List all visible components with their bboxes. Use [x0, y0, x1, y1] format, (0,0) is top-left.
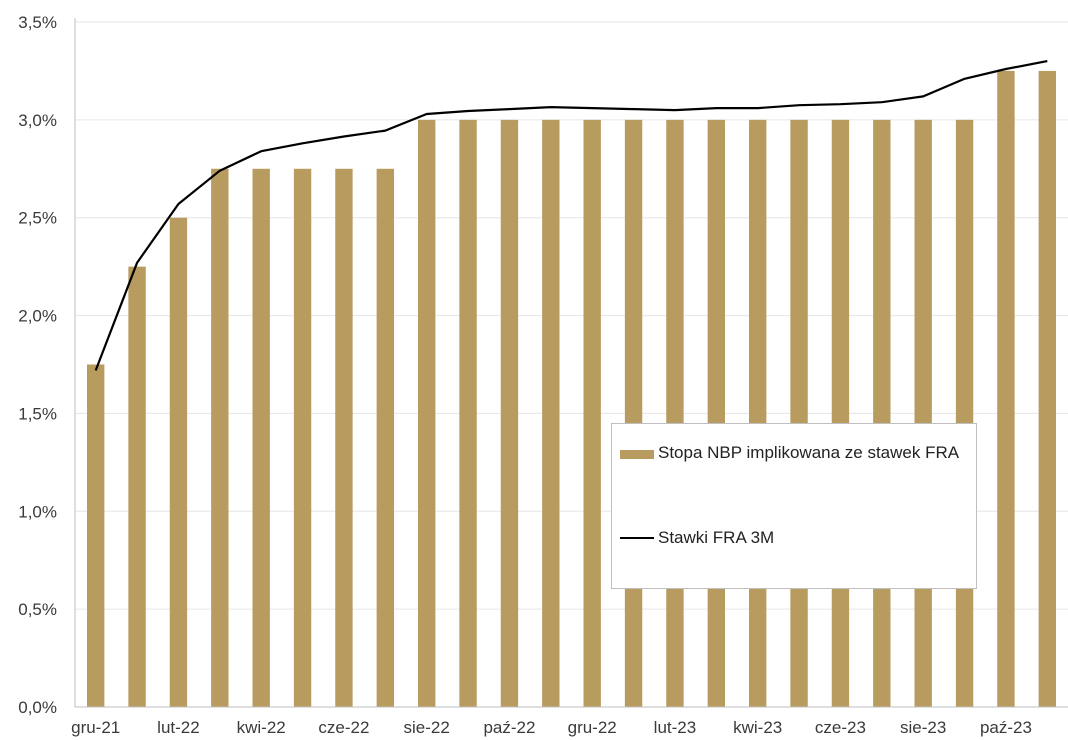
y-tick-label: 3,0%: [18, 111, 57, 130]
legend: Stopa NBP implikowana ze stawek FRA Staw…: [611, 423, 977, 589]
bar: [542, 120, 559, 707]
bar: [625, 120, 642, 707]
bar: [211, 169, 228, 707]
x-tick-label: paź-23: [980, 718, 1032, 737]
bar: [418, 120, 435, 707]
bar: [997, 71, 1014, 707]
y-tick-label: 2,5%: [18, 209, 57, 228]
legend-swatch-bar: [620, 450, 654, 459]
x-tick-label: gru-22: [568, 718, 617, 737]
bar: [335, 169, 352, 707]
legend-label-line: Stawki FRA 3M: [658, 527, 970, 549]
legend-item-bar: Stopa NBP implikowana ze stawek FRA: [620, 442, 970, 464]
bar: [583, 120, 600, 707]
bar: [294, 169, 311, 707]
legend-label-bar: Stopa NBP implikowana ze stawek FRA: [658, 442, 970, 464]
bar: [128, 267, 145, 707]
x-tick-label: cze-23: [815, 718, 866, 737]
x-tick-label: kwi-22: [237, 718, 286, 737]
bar: [708, 120, 725, 707]
x-tick-label: paź-22: [483, 718, 535, 737]
x-tick-label: cze-22: [318, 718, 369, 737]
x-tick-label: lut-23: [654, 718, 697, 737]
x-tick-label: lut-22: [157, 718, 200, 737]
bar: [873, 120, 890, 707]
legend-item-line: Stawki FRA 3M: [620, 527, 970, 549]
bar: [914, 120, 931, 707]
bar: [459, 120, 476, 707]
bar: [501, 120, 518, 707]
line-series: [96, 61, 1048, 370]
y-axis-ticks: 0,0% 0,5% 1,0% 1,5% 2,0% 2,5% 3,0% 3,5%: [18, 13, 57, 717]
y-tick-label: 2,0%: [18, 307, 57, 326]
bar: [170, 218, 187, 707]
y-tick-label: 3,5%: [18, 13, 57, 32]
bar-series: [87, 71, 1056, 707]
bar: [956, 120, 973, 707]
bar: [832, 120, 849, 707]
bar: [749, 120, 766, 707]
x-axis-ticks: gru-21 lut-22 kwi-22 cze-22 sie-22 paź-22 gru-…: [71, 718, 1032, 737]
y-tick-label: 0,0%: [18, 698, 57, 717]
x-tick-label: gru-21: [71, 718, 120, 737]
y-tick-label: 1,5%: [18, 404, 57, 423]
bar: [1039, 71, 1056, 707]
bar: [87, 365, 104, 708]
x-tick-label: sie-22: [404, 718, 450, 737]
x-tick-label: kwi-23: [733, 718, 782, 737]
x-tick-label: sie-23: [900, 718, 946, 737]
bar: [666, 120, 683, 707]
bar: [377, 169, 394, 707]
y-tick-label: 0,5%: [18, 600, 57, 619]
bar: [252, 169, 269, 707]
legend-swatch-line: [620, 537, 654, 539]
bar: [790, 120, 807, 707]
series-line: [96, 61, 1048, 370]
y-tick-label: 1,0%: [18, 502, 57, 521]
